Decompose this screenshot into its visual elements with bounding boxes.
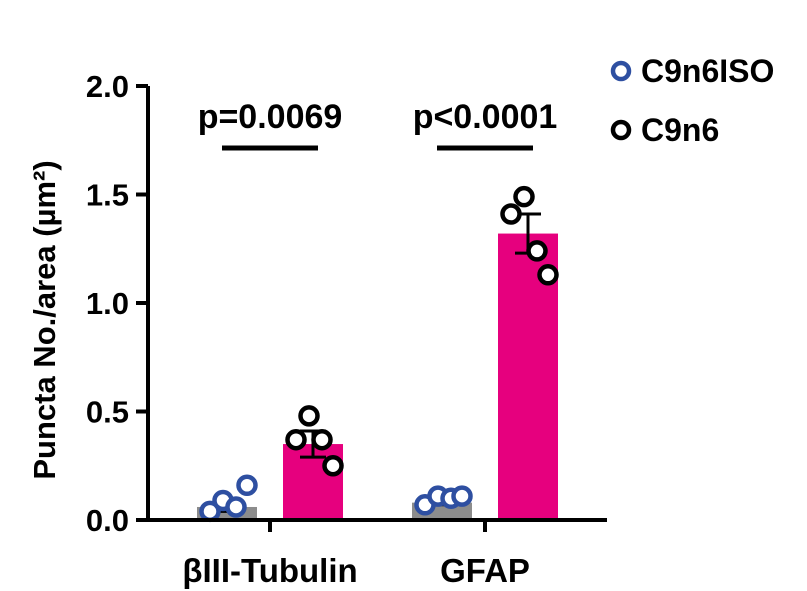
errorbar-layer — [214, 212, 541, 513]
data-point-1-1-3 — [537, 264, 559, 286]
legend-marker — [610, 119, 632, 141]
axes-layer — [136, 84, 607, 532]
data-point-1-1-2 — [526, 240, 548, 262]
data-point-1-0-0 — [285, 428, 307, 451]
legend-label: C9n6ISO — [641, 53, 774, 89]
p-value-label: p=0.0069 — [198, 98, 343, 136]
data-point-1-1-1 — [513, 185, 535, 208]
data-point-1-0-2 — [311, 428, 333, 451]
y-tick-label: 2.0 — [86, 69, 129, 104]
data-point-0-0-3 — [236, 474, 258, 497]
data-point-1-1-0 — [500, 203, 522, 225]
y-tick-label: 0.5 — [86, 395, 129, 430]
data-point-0-0-2 — [225, 496, 247, 518]
data-point-0-1-3 — [451, 485, 473, 507]
text-layer: 0.0 0.5 1.0 1.5 2.0 βIII-Tubulin GFAP Puncta No… — [27, 69, 557, 589]
legend-label: C9n6 — [641, 112, 719, 148]
data-point-1-0-1 — [298, 405, 320, 427]
x-tick-label: GFAP — [440, 552, 530, 589]
data-point-1-0-3 — [322, 455, 344, 477]
y-tick-label: 1.5 — [86, 178, 129, 213]
legend-marker — [610, 60, 632, 82]
y-tick-label: 0.0 — [86, 503, 129, 538]
x-tick-label: βIII-Tubulin — [182, 552, 357, 589]
legend: C9n6ISO C9n6 — [610, 53, 774, 148]
y-axis-label: Puncta No./area (µm²) — [27, 160, 62, 479]
points-layer — [199, 185, 559, 523]
y-tick-label: 1.0 — [86, 286, 129, 321]
p-value-label: p<0.0001 — [413, 98, 558, 136]
